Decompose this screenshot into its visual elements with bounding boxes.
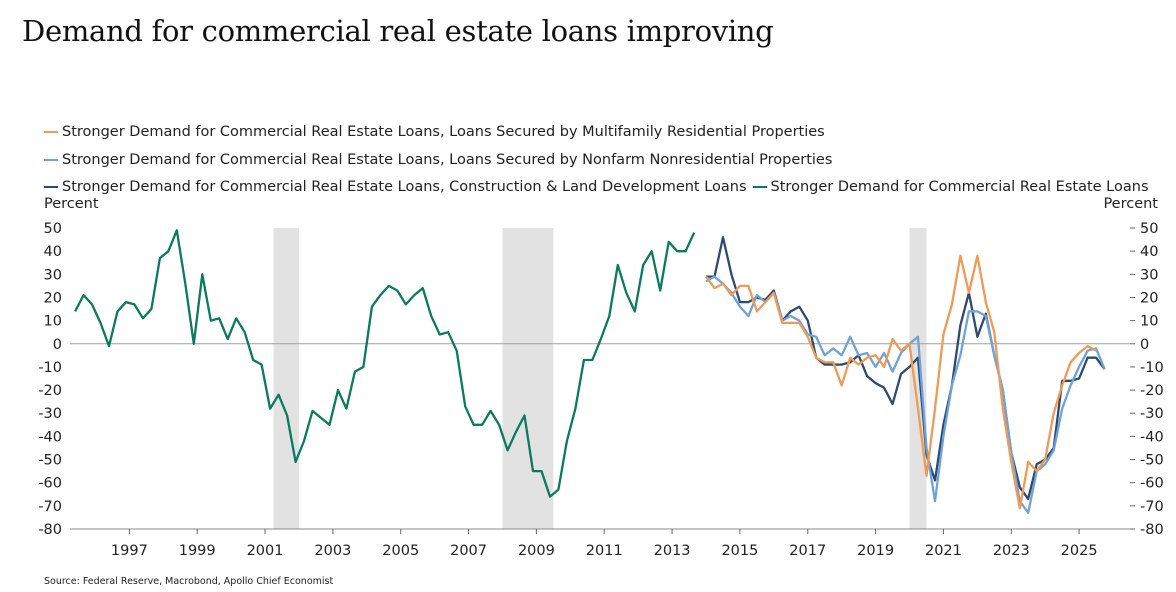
- y-tick-label-left: -20: [38, 383, 62, 399]
- y-tick-label-left: 0: [53, 337, 62, 353]
- y-tick-label-right: 50: [1140, 221, 1158, 237]
- y-axis-label-left: Percent: [44, 196, 99, 212]
- chart-title: Demand for commercial real estate loans …: [22, 14, 774, 48]
- y-tick-label-left: 10: [44, 314, 62, 330]
- y-tick-label-right: -20: [1140, 383, 1164, 399]
- y-tick-label-left: -30: [38, 406, 62, 422]
- legend-label: Stronger Demand for Commercial Real Esta…: [62, 179, 747, 195]
- series-line-0: [705, 254, 1097, 510]
- x-tick-label: 1997: [111, 543, 148, 559]
- y-tick-label-left: 30: [44, 267, 62, 283]
- y-tick-label-left: 40: [44, 244, 62, 260]
- y-tick-label-right: -30: [1140, 406, 1164, 422]
- y-tick-label-right: -80: [1140, 522, 1164, 538]
- legend-item-multifamily: Stronger Demand for Commercial Real Esta…: [44, 124, 825, 140]
- y-tick-label-left: -10: [38, 360, 62, 376]
- legend-swatch: [44, 158, 58, 162]
- x-tick-label: 2023: [993, 543, 1030, 559]
- recession-band: [273, 228, 299, 529]
- x-tick-label: 2019: [857, 543, 894, 559]
- legend-label: Stronger Demand for Commercial Real Esta…: [62, 152, 833, 168]
- x-tick-label: 2005: [382, 543, 419, 559]
- y-tick-label-right: 40: [1140, 244, 1158, 260]
- y-tick-label-right: -10: [1140, 360, 1164, 376]
- x-tick-label: 1999: [179, 543, 216, 559]
- legend-swatch: [44, 130, 58, 134]
- x-tick-label: 2025: [1061, 543, 1098, 559]
- y-tick-label-left: -40: [38, 429, 62, 445]
- source-note: Source: Federal Reserve, Macrobond, Apol…: [44, 576, 334, 587]
- y-tick-label-left: 20: [44, 290, 62, 306]
- legend-swatch: [44, 185, 58, 189]
- y-tick-label-left: -70: [38, 499, 62, 515]
- y-tick-label-left: 50: [44, 221, 62, 237]
- legend-item-construction: Stronger Demand for Commercial Real Esta…: [44, 179, 1149, 195]
- series-line-2: [706, 236, 1106, 501]
- x-tick-label: 2003: [314, 543, 351, 559]
- series-line-1: [705, 275, 1106, 514]
- x-tick-label: 2011: [586, 543, 623, 559]
- y-tick-label-right: -50: [1140, 453, 1164, 469]
- legend-swatch: [752, 185, 767, 189]
- y-tick-label-right: -40: [1140, 429, 1164, 445]
- x-tick-label: 2021: [925, 543, 962, 559]
- y-tick-label-left: -50: [38, 453, 62, 469]
- y-tick-label-right: -60: [1140, 476, 1164, 492]
- y-tick-label-left: -80: [38, 522, 62, 538]
- x-tick-label: 2015: [721, 543, 758, 559]
- series-line-3: [74, 229, 696, 498]
- y-tick-label-right: -70: [1140, 499, 1164, 515]
- y-axis-label-right: Percent: [1103, 196, 1158, 212]
- legend-item-nonfarm: Stronger Demand for Commercial Real Esta…: [44, 152, 832, 168]
- x-tick-label: 2009: [518, 543, 555, 559]
- x-tick-label: 2007: [450, 543, 487, 559]
- x-tick-label: 2017: [789, 543, 826, 559]
- y-tick-label-right: 0: [1140, 337, 1149, 353]
- y-tick-label-right: 30: [1140, 267, 1158, 283]
- legend-label: Stronger Demand for Commercial Real Esta…: [62, 124, 825, 140]
- y-tick-label-left: -60: [38, 476, 62, 492]
- y-tick-label-right: 20: [1140, 290, 1158, 306]
- legend-label: Stronger Demand for Commercial Real Esta…: [770, 179, 1149, 195]
- x-tick-label: 2013: [654, 543, 691, 559]
- y-tick-label-right: 10: [1140, 314, 1158, 330]
- x-tick-label: 2001: [247, 543, 284, 559]
- recession-band: [909, 228, 927, 529]
